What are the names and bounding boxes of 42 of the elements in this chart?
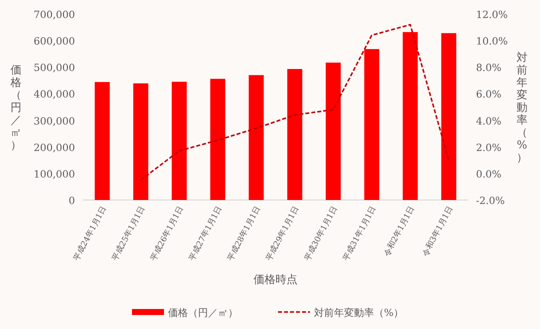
- bar: [94, 82, 110, 200]
- y2-tick-label: 12.0%: [476, 10, 508, 21]
- y2-tick-label: -2.0%: [476, 196, 505, 207]
- x-tick-label: 平成30年1月1日: [302, 204, 340, 262]
- y2-tick-label: 2.0%: [476, 142, 502, 154]
- y2-tick-label: 8.0%: [476, 63, 502, 74]
- bar: [402, 32, 418, 200]
- y-tick-label: 200,000: [34, 142, 75, 154]
- bar: [326, 62, 341, 200]
- x-tick-label: 令和3年1月1日: [420, 204, 455, 258]
- x-tick-label: 平成31年1月1日: [341, 204, 378, 262]
- bar: [133, 83, 148, 200]
- y-tick-label: 300,000: [34, 116, 75, 128]
- bar: [364, 49, 380, 200]
- x-axis-title: 価格時点: [254, 273, 298, 286]
- y-tick-label: 700,000: [34, 10, 75, 21]
- y-tick-label: 600,000: [34, 36, 75, 48]
- y2-tick-label: 0.0%: [476, 169, 502, 180]
- bar: [287, 69, 302, 200]
- y-tick-label: 500,000: [34, 63, 75, 74]
- line-series: [140, 24, 450, 181]
- legend-label: 対前年変動率（%）: [314, 307, 404, 319]
- bar: [172, 82, 187, 200]
- bar: [210, 78, 226, 200]
- x-tick-label: 平成29年1月1日: [264, 204, 301, 262]
- y-tick-label: 100,000: [34, 169, 75, 180]
- x-tick-label: 平成26年1月1日: [148, 204, 186, 262]
- x-tick-label: 平成28年1月1日: [226, 204, 262, 262]
- bar: [248, 75, 264, 200]
- y-tick-label: 400,000: [34, 90, 75, 101]
- x-tick-label: 平成25年1月1日: [110, 204, 147, 262]
- y-axis-title: 価格（円／㎡）: [10, 64, 22, 152]
- bar: [441, 33, 456, 200]
- y2-tick-label: 10.0%: [476, 36, 508, 48]
- x-tick-label: 平成27年1月1日: [187, 204, 224, 262]
- y2-tick-label: 4.0%: [476, 116, 502, 128]
- x-tick-label: 平成24年1月1日: [72, 204, 108, 262]
- text: 対前年変動率（%）: [516, 51, 528, 164]
- y2-tick-label: 6.0%: [476, 90, 502, 101]
- x-tick-label: 令和2年1月1日: [382, 204, 416, 258]
- y-tick-label: 0: [68, 196, 75, 207]
- legend-label: 価格（円／㎡）: [168, 307, 238, 319]
